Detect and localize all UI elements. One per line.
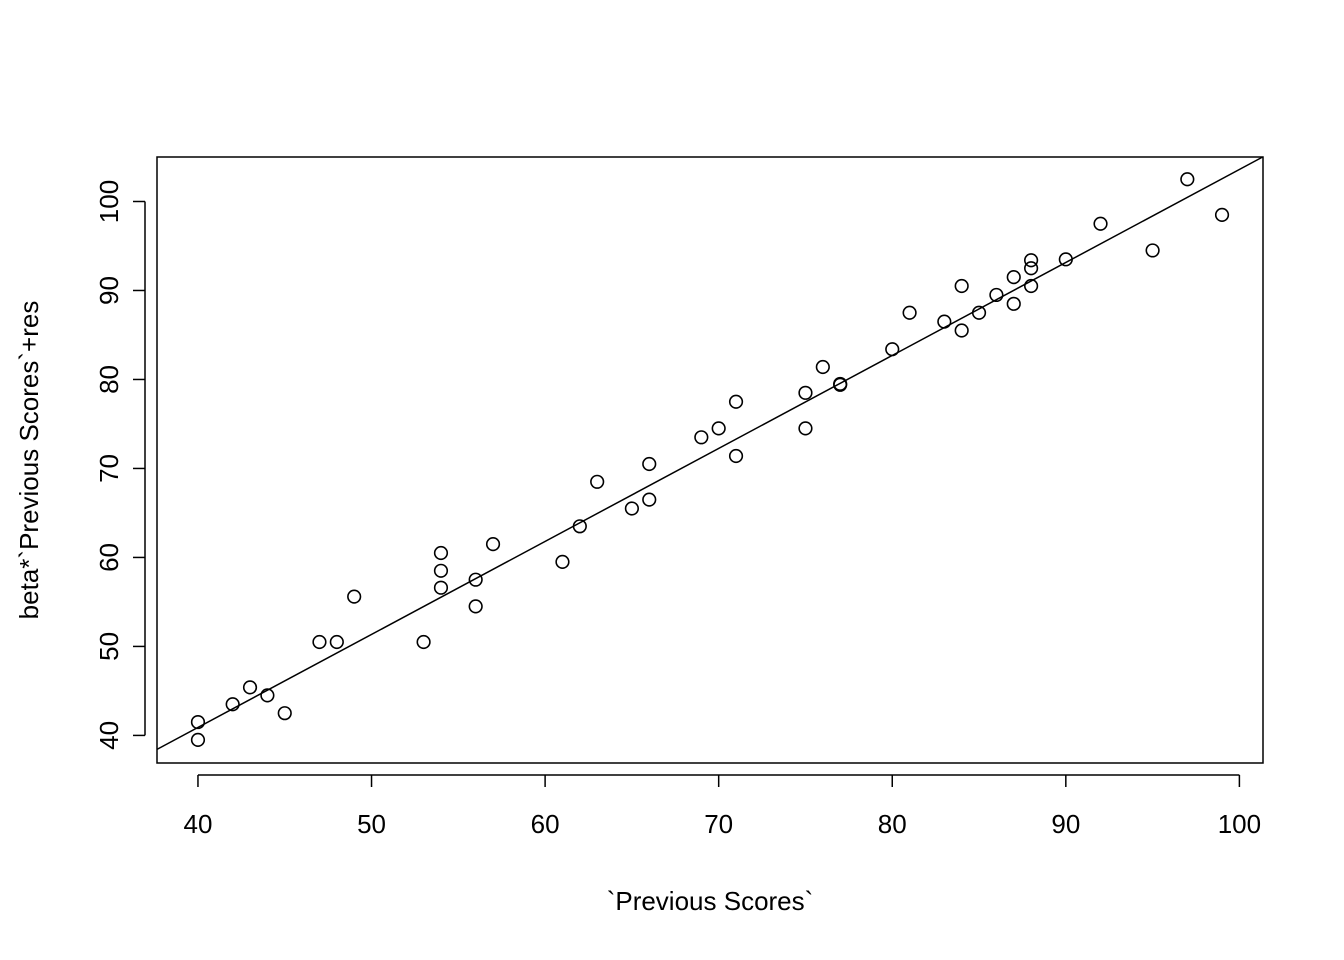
- data-point: [312, 634, 327, 650]
- data-point: [433, 545, 449, 561]
- data-point: [1145, 243, 1160, 258]
- data-point: [833, 377, 848, 392]
- regression-line: [156, 156, 1264, 751]
- x-axis-title: `Previous Scores`: [607, 886, 814, 916]
- y-tick-label: 60: [94, 543, 124, 572]
- data-point: [1093, 216, 1108, 231]
- data-point: [1006, 270, 1021, 285]
- data-point: [798, 385, 813, 400]
- plot-frame: [156, 156, 1264, 764]
- data-point: [642, 492, 657, 507]
- data-point: [711, 421, 726, 436]
- x-tick-label: 50: [357, 809, 386, 839]
- y-tick-label: 80: [94, 365, 124, 394]
- data-point: [433, 563, 449, 578]
- y-tick-label: 100: [94, 180, 124, 223]
- data-point: [555, 554, 570, 569]
- data-point: [1006, 296, 1021, 311]
- y-tick-label: 50: [94, 632, 124, 661]
- data-point: [1024, 278, 1039, 294]
- data-point: [590, 474, 605, 489]
- x-tick-label: 90: [1051, 809, 1080, 839]
- data-point: [1180, 172, 1195, 187]
- data-point: [416, 634, 431, 650]
- x-tick-label: 100: [1218, 809, 1261, 839]
- data-point: [468, 572, 483, 587]
- data-point: [1024, 253, 1039, 268]
- data-point: [433, 580, 449, 595]
- y-axis: 40 50 60 70 80 90 100: [94, 180, 146, 750]
- data-points: [190, 172, 1230, 747]
- data-point: [277, 706, 292, 721]
- data-point: [190, 732, 206, 747]
- y-tick-label: 40: [94, 721, 124, 750]
- data-point: [1024, 261, 1039, 276]
- data-point: [485, 536, 501, 552]
- y-tick-label: 90: [94, 276, 124, 305]
- data-point: [329, 634, 344, 650]
- data-point: [902, 305, 917, 320]
- x-tick-label: 40: [184, 809, 213, 839]
- data-point: [642, 456, 657, 472]
- data-point: [260, 688, 275, 703]
- data-point: [694, 430, 709, 445]
- y-axis-title: beta*`Previous Scores`+res: [14, 301, 44, 620]
- data-point: [728, 448, 744, 464]
- data-point: [798, 421, 813, 436]
- data-point: [728, 394, 744, 409]
- x-tick-label: 60: [531, 809, 560, 839]
- regression-line-layer: [156, 156, 1264, 751]
- data-point: [989, 287, 1004, 303]
- data-point: [815, 359, 830, 375]
- x-tick-label: 70: [704, 809, 733, 839]
- data-point: [1214, 207, 1230, 222]
- data-point: [954, 323, 969, 338]
- x-axis: 40 50 60 70 80 90 100: [184, 774, 1261, 839]
- data-point: [624, 501, 639, 516]
- data-point: [190, 714, 206, 730]
- data-point: [242, 680, 258, 695]
- data-point: [954, 278, 969, 294]
- y-tick-label: 70: [94, 454, 124, 483]
- data-point: [225, 697, 240, 712]
- data-point: [468, 599, 483, 614]
- x-tick-label: 80: [878, 809, 907, 839]
- data-point: [347, 589, 362, 604]
